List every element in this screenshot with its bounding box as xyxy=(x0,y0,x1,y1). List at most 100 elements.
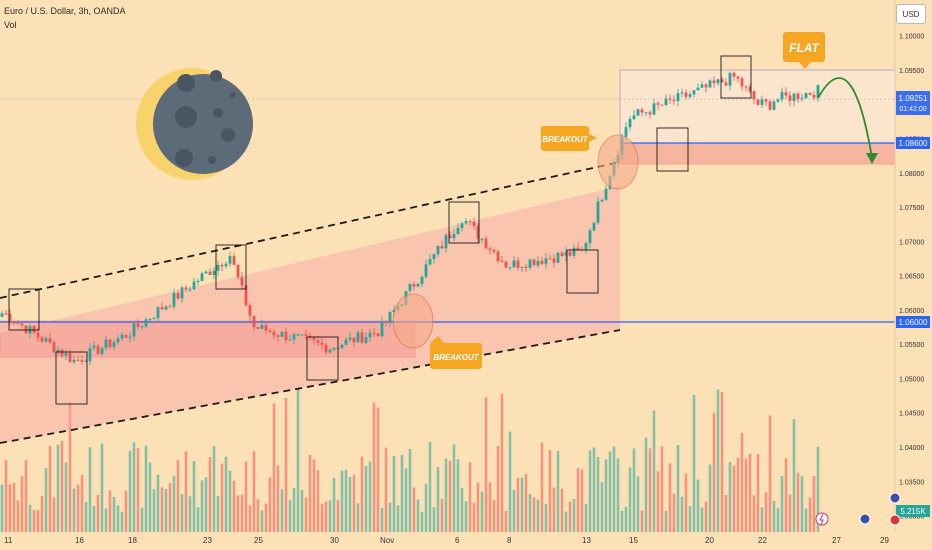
volume-bar xyxy=(216,495,220,532)
breakout-circle-upper xyxy=(597,134,639,190)
candle-body xyxy=(624,127,628,137)
x-tick-label: 15 xyxy=(629,536,638,545)
volume-bar xyxy=(448,460,452,532)
volume-bar xyxy=(120,511,124,532)
candle-body xyxy=(676,93,680,101)
volume-bar xyxy=(588,450,592,532)
volume-bar xyxy=(352,474,356,532)
volume-bar xyxy=(456,459,460,532)
volume-bar xyxy=(480,491,484,532)
volume-bar xyxy=(96,494,100,532)
currency-button[interactable]: USD xyxy=(896,4,926,24)
breakout-callout-upper: BREAKOUT xyxy=(541,126,597,151)
volume-bar xyxy=(8,484,12,532)
volume-bar xyxy=(732,465,736,532)
candle-body xyxy=(712,80,716,84)
y-tick-label: 1.05000 xyxy=(899,376,924,383)
volume-bar xyxy=(436,467,440,532)
volume-bar xyxy=(640,510,644,532)
candle-body xyxy=(32,326,36,333)
volume-bar xyxy=(316,470,320,532)
volume-bar xyxy=(636,476,640,532)
candle-body xyxy=(664,98,668,106)
volume-bar xyxy=(380,507,384,532)
candle-body xyxy=(36,332,40,338)
candle-body xyxy=(604,188,608,200)
volume-bar xyxy=(320,503,324,532)
y-tick-label: 1.10000 xyxy=(899,34,924,41)
crescent-moon-icon xyxy=(136,68,253,180)
candle-body xyxy=(800,97,804,100)
candle-body xyxy=(128,336,132,338)
pattern-box xyxy=(720,55,752,99)
candle-body xyxy=(660,104,664,106)
candle-body xyxy=(356,332,360,343)
volume-bar xyxy=(384,447,388,532)
candle-body xyxy=(504,261,508,268)
volume-bar xyxy=(0,484,4,532)
volume-bar xyxy=(812,475,816,532)
candle-body xyxy=(180,287,184,299)
x-tick-label: 27 xyxy=(832,536,841,545)
symbol-title[interactable]: Euro / U.S. Dollar, 3h, OANDA xyxy=(4,6,126,16)
volume-bar xyxy=(224,456,228,532)
volume-bar xyxy=(792,419,796,532)
candle-body xyxy=(148,318,152,320)
lightning-icon[interactable] xyxy=(815,512,829,526)
candle-body xyxy=(752,91,756,100)
volume-bar xyxy=(284,398,288,532)
candle-body xyxy=(472,221,476,226)
x-tick-label: 29 xyxy=(880,536,889,545)
globe-icon[interactable] xyxy=(859,513,871,525)
volume-bar xyxy=(12,482,16,532)
volume-bar xyxy=(440,498,444,532)
volume-bar xyxy=(244,461,248,532)
globe-icon[interactable] xyxy=(889,492,901,504)
candle-body xyxy=(268,330,272,333)
candle-body xyxy=(64,353,68,356)
volume-bar xyxy=(68,402,72,532)
flag-icon[interactable] xyxy=(889,514,901,526)
candle-body xyxy=(732,72,736,77)
volume-bar xyxy=(312,459,316,532)
candle-body xyxy=(788,95,792,101)
volume-bar xyxy=(684,473,688,532)
volume-bar xyxy=(688,506,692,532)
volume-bar xyxy=(692,395,696,532)
volume-bar xyxy=(556,450,560,532)
volume-bar xyxy=(720,392,724,532)
candle-body xyxy=(72,359,76,363)
candle-body xyxy=(484,238,488,249)
volume-value: 5.215K xyxy=(900,507,926,516)
volume-bar xyxy=(476,482,480,532)
candle-body xyxy=(100,348,104,355)
y-tick-label: 1.03000 xyxy=(899,514,924,521)
candle-body xyxy=(480,238,484,240)
candle-body xyxy=(460,223,464,229)
breakout-label-upper: BREAKOUT xyxy=(542,135,588,144)
x-tick-label: 8 xyxy=(507,536,512,545)
candle-body xyxy=(316,340,320,343)
candle-body xyxy=(296,334,300,336)
volume-bar xyxy=(264,503,268,532)
candle-body xyxy=(44,338,48,342)
volume-bar xyxy=(752,495,756,532)
candle-body xyxy=(368,332,372,337)
candle-body xyxy=(92,345,96,349)
candle-body xyxy=(60,349,64,356)
candle-body xyxy=(208,271,212,275)
candle-body xyxy=(52,342,56,353)
flat-range-box xyxy=(619,69,896,144)
volume-indicator-label[interactable]: Vol xyxy=(4,20,17,30)
volume-bar xyxy=(724,494,728,532)
volume-bar xyxy=(680,496,684,532)
volume-bar xyxy=(324,501,328,532)
volume-bar xyxy=(44,468,48,532)
volume-bar xyxy=(580,469,584,532)
volume-bar xyxy=(676,444,680,532)
pattern-box xyxy=(448,201,480,244)
candle-body xyxy=(4,313,8,315)
candle-body xyxy=(656,103,660,105)
volume-bar xyxy=(584,503,588,532)
